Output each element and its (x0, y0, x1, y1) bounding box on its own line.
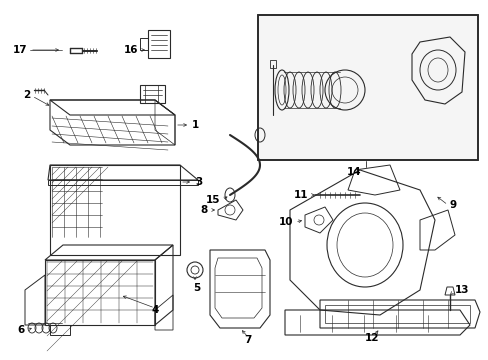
Text: 4: 4 (151, 305, 159, 315)
Text: 5: 5 (193, 283, 200, 293)
Text: 12: 12 (364, 333, 379, 343)
Text: 2: 2 (23, 90, 30, 100)
Text: 14: 14 (346, 167, 361, 177)
Bar (148, 30, 170, 58)
Text: 10: 10 (278, 217, 292, 227)
Text: 6: 6 (18, 325, 25, 335)
Bar (140, 85, 164, 103)
Text: 7: 7 (244, 335, 251, 345)
Text: 9: 9 (449, 200, 456, 210)
Bar (258, 15, 477, 160)
Text: 16: 16 (123, 45, 138, 55)
Bar (269, 60, 275, 68)
Bar (258, 15, 477, 160)
Bar (258, 15, 477, 160)
Text: 17: 17 (12, 45, 27, 55)
Bar (140, 38, 148, 50)
Text: 8: 8 (201, 205, 207, 215)
Text: 1: 1 (192, 120, 199, 130)
Text: 15: 15 (205, 195, 220, 205)
Bar (325, 305, 469, 323)
Text: 11: 11 (293, 190, 307, 200)
Text: 3: 3 (195, 177, 202, 187)
Text: 13: 13 (454, 285, 468, 295)
